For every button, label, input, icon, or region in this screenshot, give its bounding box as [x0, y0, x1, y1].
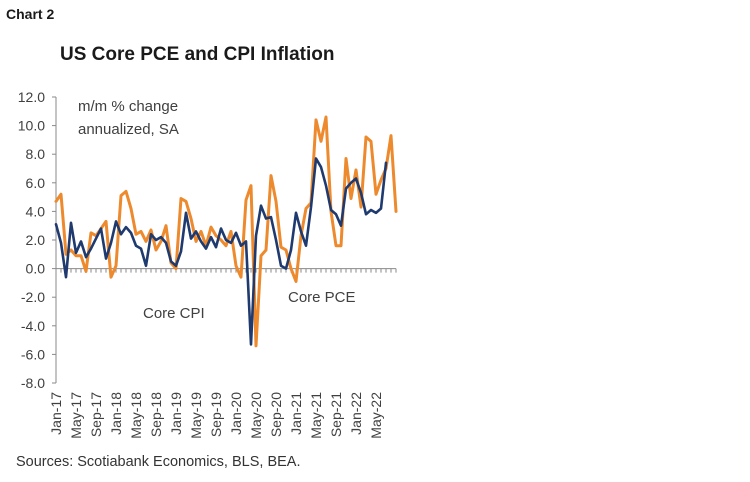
x-tick-label: May-17	[68, 392, 84, 439]
x-tick-label: Sep-19	[208, 392, 224, 437]
y-tick-label: -6.0	[21, 346, 45, 362]
y-tick-label: 0.0	[26, 261, 46, 277]
x-tick-label: Jan-17	[48, 392, 64, 435]
series-label-core-pce: Core PCE	[288, 289, 356, 306]
y-tick-label: -8.0	[21, 375, 45, 391]
x-tick-label: Jan-22	[348, 392, 364, 435]
series-line-core-pce	[54, 157, 388, 346]
x-tick-label: May-21	[308, 392, 324, 439]
chart-annotation-line-2: annualized, SA	[78, 121, 179, 138]
x-tick-label: Sep-20	[268, 392, 284, 437]
y-tick-label: -2.0	[21, 289, 45, 305]
chart-number-label: Chart 2	[6, 6, 55, 22]
x-tick-label: May-22	[368, 392, 384, 439]
y-tick-label: 4.0	[26, 203, 46, 219]
x-tick-label: Sep-17	[88, 392, 104, 437]
y-tick-label: 8.0	[26, 146, 46, 162]
y-tick-label: -4.0	[21, 318, 45, 334]
x-tick-label: May-20	[248, 392, 264, 439]
series-label-core-cpi: Core CPI	[143, 305, 205, 322]
y-tick-label: 12.0	[18, 89, 45, 105]
y-tick-label: 2.0	[26, 232, 46, 248]
y-tick-label: 6.0	[26, 175, 46, 191]
x-tick-label: Jan-18	[108, 392, 124, 435]
x-tick-label: May-18	[128, 392, 144, 439]
chart-title: US Core PCE and CPI Inflation	[60, 44, 335, 65]
y-tick-label: 10.0	[18, 118, 45, 134]
x-tick-label: Jan-19	[168, 392, 184, 435]
chart-source-note: Sources: Scotiabank Economics, BLS, BEA.	[16, 454, 301, 470]
chart-annotation-line-1: m/m % change	[78, 98, 178, 115]
x-tick-label: Sep-18	[148, 392, 164, 437]
series-line-core-cpi	[54, 115, 398, 348]
x-tick-label: Jan-21	[288, 392, 304, 435]
x-tick-label: May-19	[188, 392, 204, 439]
x-tick-label: Jan-20	[228, 392, 244, 435]
x-tick-label: Sep-21	[328, 392, 344, 437]
